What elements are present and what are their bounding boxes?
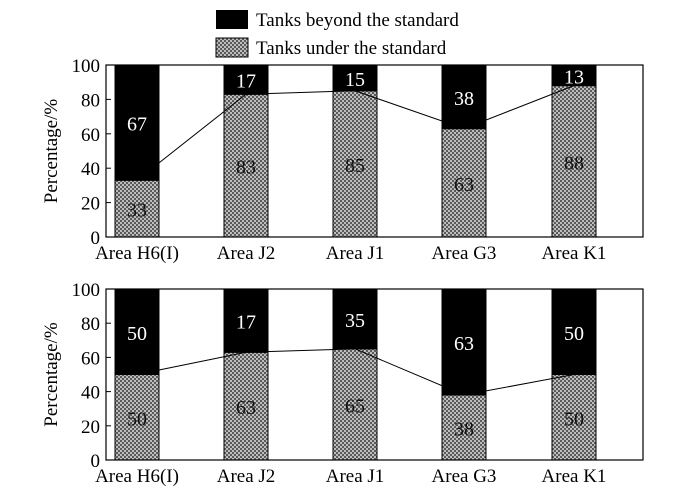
y-tick-label-6: 100 [72, 56, 101, 77]
data-label-beyond-3: 35 [345, 310, 365, 332]
bar-beyond-1 [114, 64, 160, 181]
data-label-under-1: 33 [127, 200, 147, 222]
bar-beyond-3 [332, 288, 378, 350]
bar-beyond-3 [332, 64, 378, 92]
y-tick-label-1: 0 [91, 228, 101, 249]
data-label-under-5: 50 [564, 408, 584, 430]
x-tick-label-3: Area J1 [326, 243, 385, 264]
data-label-under-2: 83 [236, 157, 256, 179]
x-tick-label-5: Area K1 [542, 466, 607, 487]
data-label-beyond-3: 15 [345, 69, 365, 91]
y-tick-label-2: 20 [81, 417, 100, 438]
bar-beyond-2 [223, 288, 269, 353]
y-tick-label-3: 40 [81, 159, 100, 180]
x-tick-label-1: Area H6(I) [95, 466, 179, 487]
data-label-beyond-2: 17 [236, 71, 256, 93]
chart-panel-1: 33 67 Area H6(I) 83 17 Area J2 85 15 Area J1 63 38… [41, 56, 644, 264]
x-tick-label-4: Area G3 [432, 243, 497, 264]
y-tick-label-4: 60 [81, 348, 100, 369]
data-label-under-4: 63 [454, 174, 474, 196]
x-tick-label-2: Area J2 [217, 466, 276, 487]
data-label-under-3: 65 [345, 395, 365, 417]
y-tick-label-1: 0 [91, 451, 101, 472]
data-label-beyond-5: 50 [564, 323, 584, 345]
bar-beyond-4 [441, 64, 487, 130]
data-label-beyond-1: 67 [127, 114, 147, 136]
y-tick-label-5: 80 [81, 90, 100, 111]
y-tick-label-2: 20 [81, 194, 100, 215]
y-axis-label: Percentage/% [41, 322, 62, 427]
bar-under-1 [114, 374, 160, 461]
data-label-under-1: 50 [127, 408, 147, 430]
x-tick-label-1: Area H6(I) [95, 243, 179, 264]
bar-under-5 [551, 374, 597, 461]
data-label-under-3: 85 [345, 155, 365, 177]
series-line-under [136, 348, 575, 396]
legend-label-under: Tanks under the standard [256, 38, 447, 59]
bar-under-4 [441, 394, 487, 461]
legend-swatch-under [215, 37, 249, 58]
bar-beyond-2 [223, 64, 269, 95]
x-tick-label-2: Area J2 [217, 243, 276, 264]
bar-under-2 [223, 351, 269, 461]
data-label-under-5: 88 [564, 152, 584, 174]
data-label-beyond-4: 63 [454, 333, 474, 355]
legend-label-beyond: Tanks beyond the standard [256, 10, 459, 31]
bar-under-1 [114, 179, 160, 238]
data-label-under-4: 38 [454, 419, 474, 441]
data-label-beyond-1: 50 [127, 323, 147, 345]
legend-swatch-beyond [216, 10, 248, 29]
plot-frame [105, 64, 644, 238]
y-tick-label-4: 60 [81, 125, 100, 146]
data-label-beyond-4: 38 [454, 88, 474, 110]
series-line-under [136, 85, 575, 181]
legend: Tanks beyond the standard Tanks under th… [215, 10, 459, 59]
data-label-under-2: 63 [236, 397, 256, 419]
x-tick-label-3: Area J1 [326, 466, 385, 487]
y-tick-label-3: 40 [81, 383, 100, 404]
y-tick-label-5: 80 [81, 314, 100, 335]
x-tick-label-5: Area K1 [542, 243, 607, 264]
bar-beyond-4 [441, 288, 487, 396]
bar-beyond-1 [114, 288, 160, 375]
bar-under-3 [332, 348, 378, 461]
chart-panel-2: 50 50 Area H6(I) 63 17 Area J2 65 35 Area J1 38 63… [41, 280, 644, 487]
data-label-beyond-2: 17 [236, 312, 256, 334]
y-axis-label: Percentage/% [41, 99, 62, 204]
x-tick-label-4: Area G3 [432, 466, 497, 487]
data-label-beyond-5: 13 [564, 66, 584, 88]
plot-frame [105, 288, 644, 461]
y-tick-label-6: 100 [72, 280, 101, 301]
